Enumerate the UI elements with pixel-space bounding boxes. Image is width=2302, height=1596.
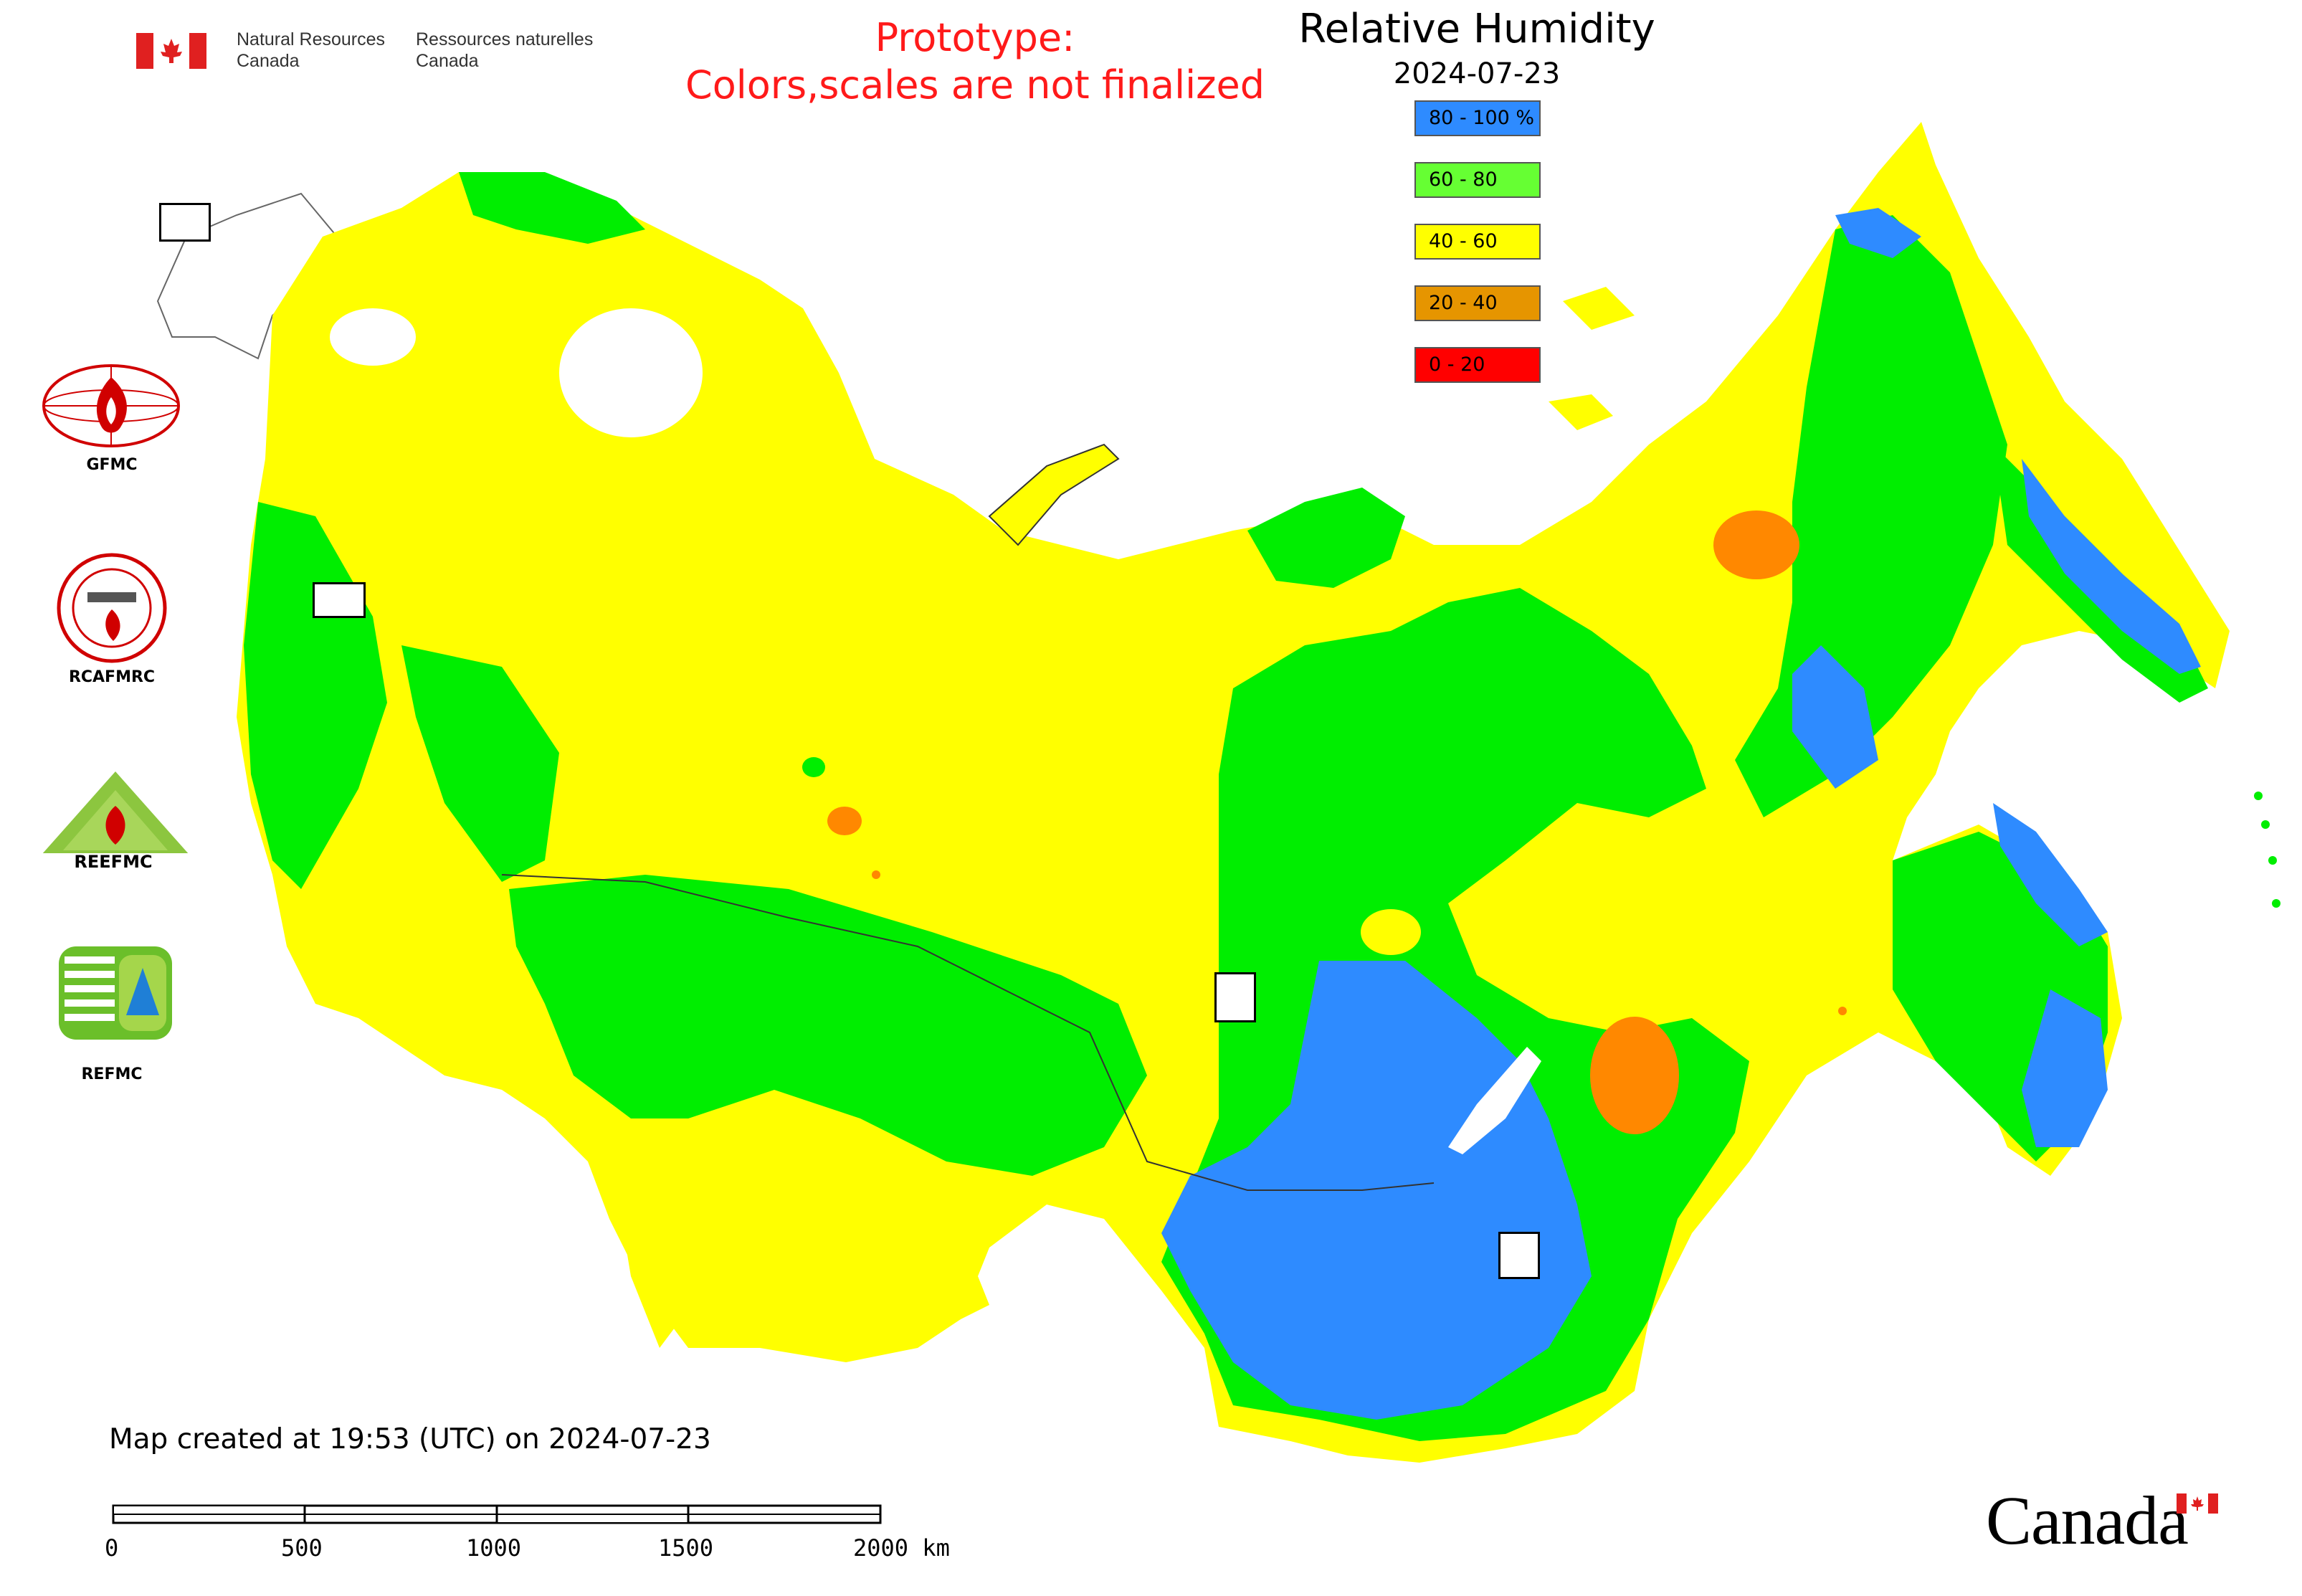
- border-south: [501, 874, 1435, 1191]
- scale-label-500: 500: [281, 1534, 323, 1562]
- region-green-taimyr: [1247, 488, 1405, 588]
- region-orange-dot: [872, 870, 880, 879]
- agency-name-en: Natural Resources Canada: [237, 29, 386, 71]
- new-siberian-islands: [1563, 287, 1635, 330]
- region-orange-dot-east: [1838, 1007, 1847, 1015]
- lake-baikal: [1448, 1047, 1541, 1154]
- white-sea: [559, 308, 703, 437]
- station-marker-reefmc: [313, 582, 366, 618]
- legend-item-60-80: 60 - 80: [1414, 162, 1541, 198]
- region-green-spot: [802, 757, 825, 777]
- gfmc-label: GFMC: [86, 456, 138, 474]
- canada-wordmark: Canada: [1986, 1482, 2189, 1559]
- region-blue-chukotka: [1835, 208, 1921, 258]
- kuril-2: [2261, 820, 2270, 829]
- station-marker-rcafmrc: [1498, 1232, 1540, 1279]
- lake-ladoga: [330, 308, 416, 366]
- novaya-zemlya: [988, 443, 1120, 546]
- reefmc-text: REEFMC: [74, 852, 152, 870]
- region-blue-okhotsk: [1792, 645, 1878, 789]
- region-orange-amur: [1590, 1017, 1679, 1134]
- region-blue-baikal: [1161, 961, 1592, 1420]
- refmc-label: REFMC: [81, 1065, 143, 1083]
- kuril-3: [2268, 856, 2277, 865]
- region-orange-westsib: [827, 807, 862, 835]
- kuril-1: [2254, 792, 2263, 800]
- rcafmrc-label: RCAFMRC: [68, 668, 156, 686]
- region-blue-kamchatka: [2022, 459, 2201, 674]
- region-yellow-south: [724, 1205, 989, 1348]
- map-title: Relative Humidity: [1298, 6, 1655, 52]
- region-blue-sakhalin: [1993, 803, 2108, 946]
- scale-label-1000: 1000: [466, 1534, 522, 1562]
- station-marker-refmc: [1214, 972, 1256, 1022]
- legend-item-0-20: 0 - 20: [1414, 347, 1541, 383]
- rcafmrc-logo-icon: [57, 553, 167, 663]
- canada-wordmark-flag-icon: [2177, 1493, 2218, 1514]
- scale-label-0: 0: [105, 1534, 119, 1562]
- prototype-notice: Prototype: Colors,scales are not finaliz…: [685, 15, 1265, 108]
- reefmc-logo-icon: REEFMC: [42, 771, 189, 870]
- scale-bar: [112, 1504, 882, 1524]
- agency-name-fr: Ressources naturelles Canada: [416, 29, 594, 71]
- region-yellow-patch: [1361, 909, 1421, 955]
- region-green-central: [401, 645, 559, 882]
- region-yellow-kazakh: [617, 1118, 746, 1348]
- refmc-logo-icon: [59, 946, 172, 1040]
- station-marker-gfmc: [159, 203, 211, 242]
- legend-item-80-100: 80 - 100 %: [1414, 100, 1541, 136]
- gfmc-logo-icon: [42, 364, 180, 447]
- wrangel-island: [1549, 394, 1613, 430]
- region-blue-coast: [2022, 989, 2108, 1147]
- region-green-south: [509, 875, 1147, 1176]
- kuril-4: [2272, 899, 2280, 908]
- map-date: 2024-07-23: [1393, 57, 1561, 90]
- scale-label-1500: 1500: [658, 1534, 714, 1562]
- map-created-note: Map created at 19:53 (UTC) on 2024-07-23: [109, 1423, 711, 1455]
- canada-flag-icon: [136, 33, 206, 69]
- region-orange-yakutia: [1713, 510, 1799, 579]
- legend-item-20-40: 20 - 40: [1414, 285, 1541, 321]
- region-green-kola: [459, 172, 645, 244]
- scale-label-2000: 2000 km: [853, 1534, 950, 1562]
- legend-item-40-60: 40 - 60: [1414, 224, 1541, 260]
